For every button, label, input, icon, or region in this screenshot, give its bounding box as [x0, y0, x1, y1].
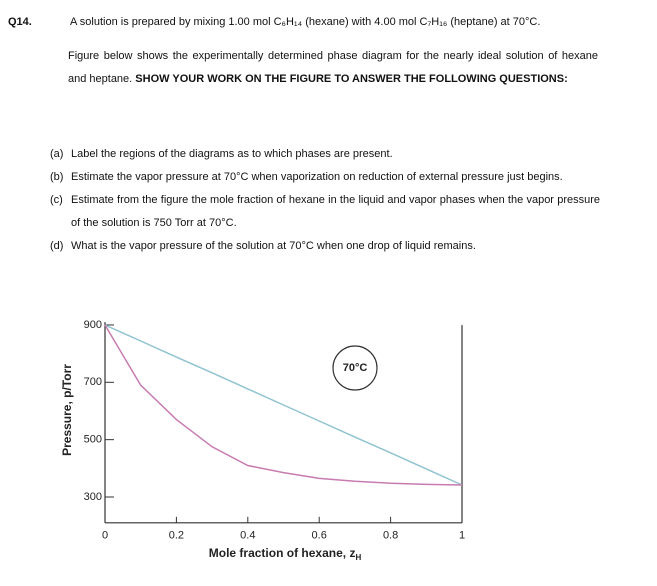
question: Q14. A solution is prepared by mixing 1.0… [8, 11, 540, 34]
y-tick-label: 300 [84, 491, 102, 503]
x-tick-label: 1 [459, 530, 465, 542]
part-text: Estimate the vapor pressure at 70°C when… [71, 171, 563, 183]
annotation: 70°C [343, 362, 368, 374]
part-text: Estimate from the figure the mole fracti… [71, 194, 600, 229]
intro: Figure below shows the experimentally de… [68, 45, 598, 91]
y-axis-label: Pressure, p/Torr [60, 364, 74, 456]
x-axis-label-sub: H [355, 553, 361, 562]
part-label: (b) [50, 171, 64, 183]
intro-text: Figure below shows the experimentally de… [68, 50, 598, 85]
part-text: What is the vapor pressure of the soluti… [71, 240, 476, 252]
x-tick-label: 0 [102, 530, 108, 542]
y-tick-label: 500 [84, 434, 102, 446]
part: (a) Label the regions of the diagrams as … [50, 143, 600, 166]
y-tick-label: 900 [84, 319, 102, 331]
part-label: (c) [50, 194, 63, 206]
x-axis-label-text: Mole fraction of hexane, z [209, 546, 356, 560]
curve [104, 324, 463, 486]
x-tick-label: 0.4 [240, 530, 255, 542]
parts: (a) Label the regions of the diagrams as … [50, 143, 600, 258]
part: (c) Estimate from the figure the mole fra… [50, 189, 600, 235]
curve [104, 324, 463, 486]
x-tick-label: 0.8 [383, 530, 398, 542]
question-number: Q14. [8, 16, 32, 28]
part: (b) Estimate the vapor pressure at 70°C w… [50, 166, 600, 189]
part-text: Label the regions of the diagrams as to … [71, 148, 393, 160]
part: (d) What is the vapor pressure of the sol… [50, 235, 600, 258]
question-text: A solution is prepared by mixing 1.00 mo… [70, 16, 541, 28]
x-tick-label: 0.6 [312, 530, 327, 542]
annotation-circle [332, 345, 378, 391]
y-tick-label: 700 [84, 376, 102, 388]
x-tick-label: 0.2 [169, 530, 184, 542]
part-label: (d) [50, 240, 64, 252]
x-axis-label: Mole fraction of hexane, zH [209, 546, 362, 562]
phase-diagram: 300 500 700 900 0 0.2 0.4 0.6 0.8 1 70°C Mole fract… [60, 319, 465, 562]
part-label: (a) [50, 148, 64, 160]
intro-emphasis: SHOW YOUR WORK ON THE FIGURE TO ANSWER T… [135, 73, 568, 85]
